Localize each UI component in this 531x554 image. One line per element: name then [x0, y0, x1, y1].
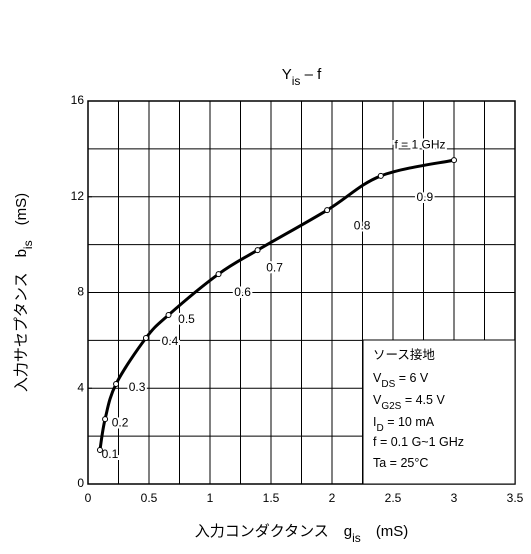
x-tick-label: 0.5 [141, 491, 158, 505]
chart-title-part: – f [300, 66, 322, 83]
point-label: f = 1 GHz [394, 137, 445, 151]
x-tick-label: 1.5 [263, 491, 280, 505]
point-label: 0.5 [178, 312, 195, 326]
condition-line-part: DS [381, 379, 395, 390]
condition-line: Ta = 25°C [373, 456, 428, 470]
x-axis-label-part: 入力コンダクタンス g [195, 523, 352, 540]
point [165, 312, 172, 319]
point [451, 157, 457, 164]
x-tick-label: 2 [329, 491, 336, 505]
y-tick-label: 4 [77, 380, 84, 394]
condition-line-part: f = 0.1 G~1 GHz [373, 435, 464, 449]
point [377, 172, 384, 179]
condition-line: VDS = 6 V [373, 371, 429, 390]
y-tick-label: 8 [77, 285, 84, 299]
y-axis-label-part: is [21, 240, 35, 249]
x-axis-label: 入力コンダクタンス gis (mS) [195, 523, 409, 545]
point [215, 271, 222, 278]
point-label: 0.8 [354, 218, 371, 232]
condition-line-part: = 10 mA [384, 415, 435, 429]
point-label: 0.6 [234, 285, 251, 299]
condition-line-part: I [373, 415, 376, 429]
point [102, 416, 109, 423]
chart-title: Yis – f [282, 66, 322, 88]
condition-line-part: ソース接地 [373, 347, 435, 362]
condition-line-part: V [373, 371, 382, 385]
x-axis-label-part: (mS) [361, 523, 409, 540]
x-axis-label-part: is [352, 531, 361, 545]
point-label: 0.1 [102, 447, 119, 461]
y-axis-label: 入力サセプタンス bis (mS) [13, 193, 35, 392]
point-label: 0.7 [266, 260, 283, 274]
point [113, 380, 120, 387]
chart-title-part: Y [282, 66, 292, 83]
point [254, 247, 261, 254]
conditions-box [362, 339, 516, 485]
point-label: 0.2 [112, 415, 129, 429]
point-label: 0.4 [162, 334, 179, 348]
condition-line: f = 0.1 G~1 GHz [373, 435, 464, 449]
condition-line: VG2S = 4.5 V [373, 393, 445, 412]
x-tick-label: 3.5 [507, 491, 524, 505]
point [96, 447, 103, 454]
chart-title-part: is [292, 74, 301, 88]
curve [98, 158, 455, 451]
condition-line-part: = 6 V [395, 371, 429, 385]
condition-line-part: V [373, 393, 382, 407]
point-label: 0.9 [416, 190, 433, 204]
point [324, 207, 331, 214]
y-axis-label-part: 入力サセプタンス b [13, 249, 30, 392]
condition-line: ID = 10 mA [373, 415, 435, 434]
y-tick-label: 0 [77, 476, 84, 490]
point [142, 334, 149, 341]
y-tick-label: 12 [71, 189, 85, 203]
condition-line: ソース接地 [373, 347, 435, 362]
condition-line-part: = 4.5 V [401, 393, 445, 407]
point-label: 0.3 [129, 380, 146, 394]
condition-line-part: Ta = 25°C [373, 456, 428, 470]
y-tick-label: 16 [71, 93, 85, 107]
x-tick-label: 3 [451, 491, 458, 505]
x-tick-label: 2.5 [385, 491, 402, 505]
condition-line-part: D [376, 423, 383, 434]
x-tick-label: 1 [207, 491, 214, 505]
y-axis-label-part: (mS) [13, 193, 30, 241]
x-tick-label: 0 [85, 491, 92, 505]
condition-line-part: G2S [381, 401, 401, 412]
